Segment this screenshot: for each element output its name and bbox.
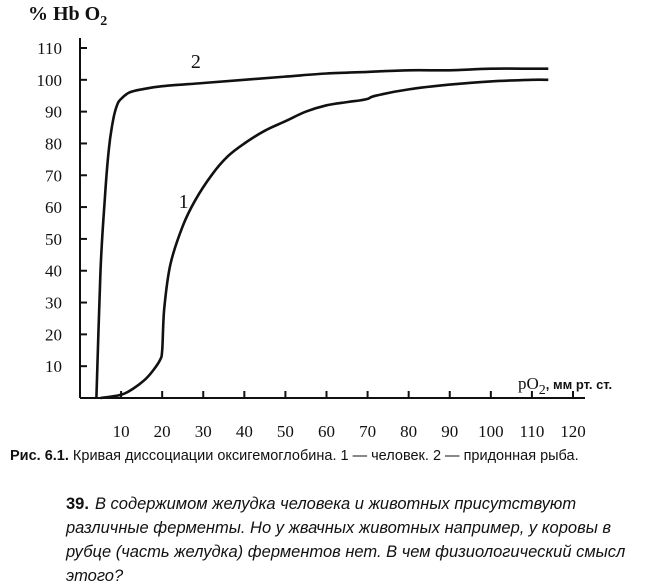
question-text-block: 39. В содержимом желудка человека и живот… [66,492,658,588]
x-axis-label: pO2, мм рт. ст. [518,374,612,398]
x-tick-label: 70 [359,422,376,441]
y-tick-label: 70 [45,166,62,185]
y-axis-label-main: % Hb O [28,3,100,25]
x-tick-label: 80 [400,422,417,441]
y-tick-label: 10 [45,357,62,376]
x-tick-label: 120 [560,422,586,441]
x-tick-label: 10 [113,422,130,441]
question-number: 39. [66,495,89,513]
y-ticks: 10 20 30 40 50 60 70 80 90 100 110 [37,39,87,376]
x-tick-label: 40 [236,422,253,441]
svg-text:% Hb O2: % Hb O2 [28,3,107,29]
y-tick-label: 50 [45,230,62,249]
x-tick-label: 60 [318,422,335,441]
x-tick-label: 90 [441,422,458,441]
x-tick-label: 100 [478,422,504,441]
x-axis-label-unit: , мм рт. ст. [546,377,612,392]
question-text: В содержимом желудка человека и животных… [66,495,626,585]
y-axis-label-sub: 2 [100,14,107,29]
x-axis-label-sub: 2 [539,383,546,398]
y-tick-label: 110 [37,39,62,58]
y-tick-label: 20 [45,325,62,344]
y-tick-label: 60 [45,198,62,217]
series-line-2 [95,67,549,399]
x-tick-label: 20 [154,422,171,441]
x-tick-label: 50 [277,422,294,441]
svg-text:pO2, мм рт. ст.: pO2, мм рт. ст. [518,374,612,398]
y-axis-label: % Hb O2 [28,3,107,29]
x-ticks: 10 20 30 40 50 60 70 80 90 100 110 120 [113,391,586,441]
caption-prefix: Рис. 6.1. [10,448,69,464]
series-line-1 [100,78,549,400]
x-axis-label-main: pO [518,374,539,393]
x-tick-label: 30 [195,422,212,441]
curves: 12 [95,51,549,400]
curve-label-2: 2 [191,51,201,73]
y-tick-label: 30 [45,294,62,313]
figure-caption: Рис. 6.1. Кривая диссоциации оксигемогло… [10,448,665,464]
y-tick-label: 40 [45,262,62,281]
caption-text: Кривая диссоциации оксигемоглобина. 1 — … [68,448,579,464]
y-tick-label: 100 [37,71,63,90]
curve-label-1: 1 [179,191,189,213]
y-tick-label: 80 [45,134,62,153]
y-tick-label: 90 [45,103,62,122]
x-tick-label: 110 [519,422,544,441]
